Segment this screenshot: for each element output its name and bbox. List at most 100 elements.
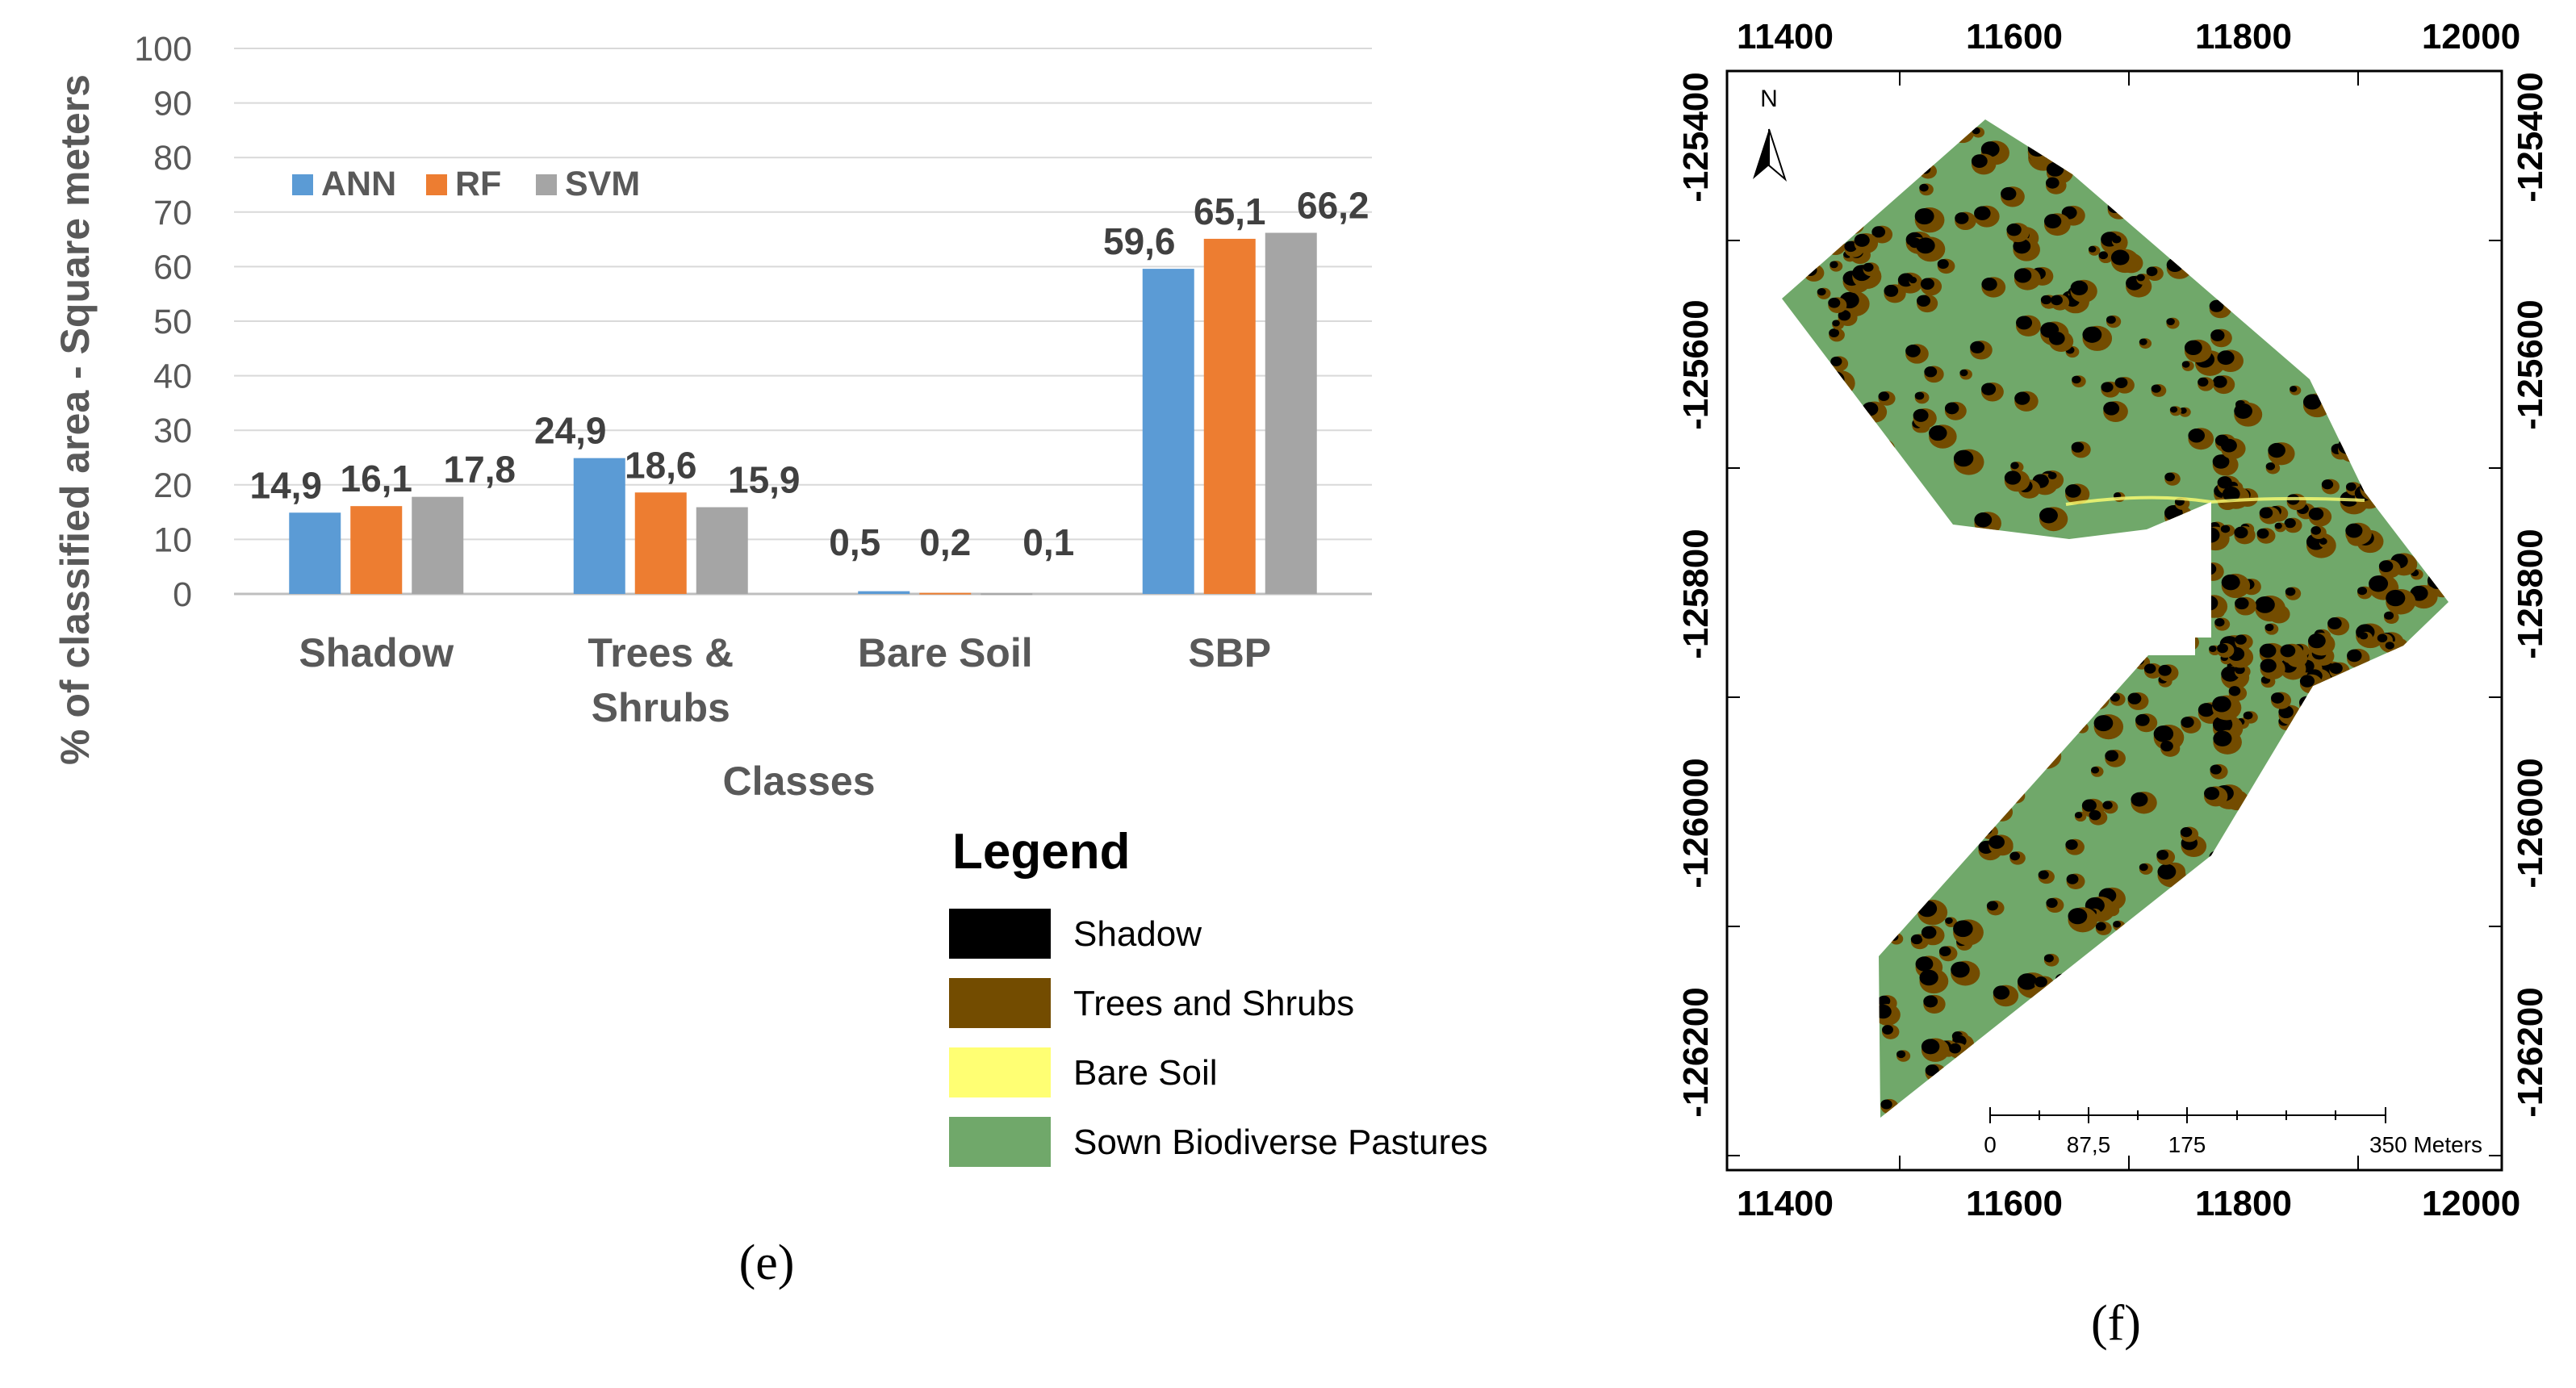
map-y-tick-left-2: -125800 bbox=[1676, 529, 1716, 658]
tree-shadow bbox=[1921, 1039, 1940, 1055]
tree-shadow bbox=[2280, 644, 2296, 658]
map-x-tick-bottom-0: 11400 bbox=[1737, 1184, 1834, 1223]
tree-shadow bbox=[2047, 471, 2057, 479]
map-legend-label-1: Trees and Shrubs bbox=[1073, 984, 1354, 1023]
map-legend-swatch-1 bbox=[949, 978, 1051, 1028]
tree-shadow bbox=[2198, 703, 2215, 717]
tree-shadow bbox=[2136, 274, 2145, 282]
map-y-tick-left-4: -126200 bbox=[1676, 987, 1716, 1117]
y-tick-label: 50 bbox=[153, 303, 192, 341]
scale-label-3: 350 Meters bbox=[2369, 1132, 2482, 1157]
tree-shadow bbox=[2139, 863, 2148, 872]
tree-shadow bbox=[1909, 277, 1917, 284]
bar-svm-1 bbox=[696, 507, 748, 594]
bar-svm-3 bbox=[1265, 232, 1317, 594]
tree-shadow bbox=[1916, 237, 1935, 254]
tree-shadow bbox=[2274, 522, 2282, 529]
tree-shadow bbox=[2102, 801, 2113, 810]
map-legend: Legend Shadow Trees and Shrubs Bare Soil So… bbox=[949, 824, 1488, 1167]
tree-shadow bbox=[2235, 597, 2249, 610]
tree-shadow bbox=[2146, 266, 2158, 277]
tree-shadow bbox=[1919, 969, 1938, 986]
data-label-ann-2: 0,5 bbox=[829, 521, 880, 563]
y-tick-label: 60 bbox=[153, 248, 192, 286]
tree-shadow bbox=[2068, 908, 2088, 925]
bar-ann-0 bbox=[289, 512, 341, 594]
tree-shadow bbox=[2004, 470, 2022, 485]
bar-rf-1 bbox=[634, 492, 687, 594]
tree-shadow bbox=[2265, 462, 2276, 470]
tree-shadow bbox=[2347, 649, 2362, 663]
tree-shadow bbox=[2221, 574, 2240, 591]
tree-shadow bbox=[1974, 206, 1991, 220]
tree-shadow bbox=[2151, 384, 2161, 393]
tree-shadow bbox=[1921, 926, 1937, 939]
tree-shadow bbox=[1830, 261, 1838, 269]
data-label-rf-1: 18,6 bbox=[625, 444, 697, 486]
data-label-rf-2: 0,2 bbox=[919, 521, 971, 563]
tree-shadow bbox=[2014, 391, 2030, 405]
tree-shadow bbox=[2009, 851, 2021, 861]
tree-shadow bbox=[1993, 985, 2010, 1000]
tree-shadow bbox=[1910, 934, 1923, 945]
tree-shadow bbox=[1949, 1043, 1961, 1054]
tree-shadow bbox=[2222, 486, 2240, 502]
tree-shadow bbox=[2234, 526, 2248, 539]
tree-shadow bbox=[2110, 693, 2120, 702]
tree-shadow bbox=[2105, 750, 2118, 762]
tree-shadow bbox=[2308, 508, 2324, 520]
tree-shadow bbox=[2098, 251, 2108, 260]
tree-shadow bbox=[2044, 214, 2062, 229]
tree-shadow bbox=[1938, 946, 1951, 957]
tree-shadow bbox=[2038, 870, 2049, 880]
tree-shadow bbox=[2153, 725, 2174, 742]
tree-shadow bbox=[1986, 901, 1998, 911]
tree-shadow bbox=[2093, 715, 2114, 732]
tree-shadow bbox=[2070, 280, 2089, 295]
tree-shadow bbox=[2220, 525, 2231, 533]
map-y-tick-right-2: -125800 bbox=[2511, 529, 2550, 658]
data-label-rf-0: 16,1 bbox=[340, 458, 412, 500]
tree-shadow bbox=[2384, 611, 2394, 620]
tree-shadow bbox=[2164, 472, 2175, 482]
bar-rf-0 bbox=[350, 506, 403, 594]
data-label-svm-2: 0,1 bbox=[1022, 521, 1074, 563]
tree-shadow bbox=[2327, 617, 2342, 629]
tree-shadow bbox=[2040, 295, 2052, 305]
legend-swatch-rf bbox=[426, 174, 447, 195]
tree-shadow bbox=[2065, 484, 2081, 498]
tree-shadow bbox=[2234, 403, 2252, 419]
tree-shadow bbox=[1937, 259, 1949, 270]
tree-shadow bbox=[2074, 812, 2083, 819]
tree-shadow bbox=[2050, 295, 2063, 306]
tree-shadow bbox=[1884, 284, 1899, 297]
tree-shadow bbox=[2090, 766, 2100, 774]
tree-shadow bbox=[2013, 238, 2031, 254]
tree-shadow bbox=[2001, 186, 2017, 201]
tree-shadow bbox=[2110, 249, 2130, 265]
tree-shadow bbox=[2212, 454, 2230, 469]
tree-shadow bbox=[2357, 587, 2368, 596]
caption-e: (e) bbox=[739, 1235, 795, 1290]
bar-ann-3 bbox=[1142, 269, 1194, 594]
bars bbox=[289, 232, 1317, 596]
tree-shadow bbox=[2290, 386, 2298, 392]
map-x-tick-bottom-3: 12000 bbox=[2422, 1184, 2520, 1223]
legend-swatch-svm bbox=[536, 174, 557, 195]
tree-shadow bbox=[2259, 643, 2277, 658]
scale-label-1: 87,5 bbox=[2067, 1132, 2111, 1157]
tree-shadow bbox=[2310, 526, 2322, 535]
tree-shadow bbox=[1828, 297, 1841, 308]
tree-shadow bbox=[1914, 207, 1934, 225]
tree-shadow bbox=[2209, 645, 2217, 653]
tree-shadow bbox=[1955, 212, 1969, 224]
map-x-tick-bottom-1: 11600 bbox=[1966, 1184, 2063, 1223]
map-y-ticks: -125400 -125400 -125600 -125600 -125800 -1258… bbox=[1676, 72, 2550, 1156]
map-legend-title: Legend bbox=[952, 824, 1130, 880]
tree-shadow bbox=[2214, 618, 2225, 627]
tree-shadow bbox=[2181, 717, 2194, 728]
legend-swatch-ann bbox=[292, 174, 313, 195]
tree-shadow bbox=[1980, 141, 2000, 157]
tree-shadow bbox=[2139, 338, 2147, 345]
